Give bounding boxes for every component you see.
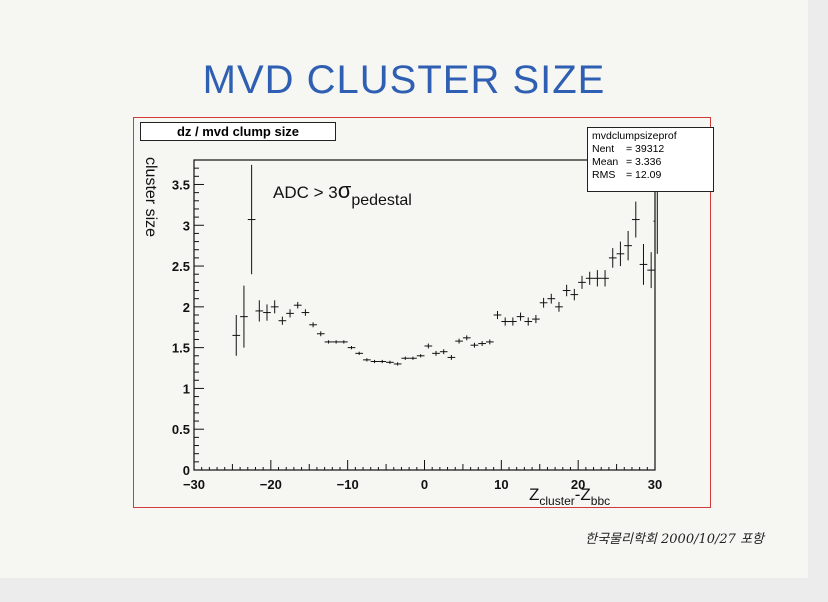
data-point [424,343,433,349]
stats-row-rms: RMS = 12.09 [592,169,709,182]
data-point [585,271,594,285]
data-point [639,244,648,285]
data-point [524,317,533,326]
y-tick-label: 1 [183,381,190,396]
footer-text: 한국물리학회 2000/10/27 포항 [585,532,764,547]
data-point [378,359,387,364]
data-point [455,338,463,344]
stats-value: = 12.09 [626,169,662,181]
x-axis-label-part: -Z [575,485,591,504]
y-tick-label: 3.5 [172,177,190,192]
x-axis-label: Zcluster-Zbbc [529,485,610,508]
data-point [570,288,579,301]
data-point [393,362,402,366]
data-point [532,315,540,324]
plot-frame [133,117,711,508]
data-point [240,285,248,348]
plot-area-frame [193,159,656,471]
x-tick-label: 0 [421,477,428,492]
histogram-title: dz / mvd clump size [140,122,336,141]
data-point [432,350,440,356]
data-point [301,309,310,316]
data-point [339,340,348,344]
data-point [516,312,525,321]
data-point [409,356,417,360]
slide-title: MVD CLUSTER SIZE [202,58,606,102]
stats-key: Nent [592,143,615,155]
data-point [485,339,494,345]
data-point [478,341,486,346]
y-tick-label: 1.5 [172,341,190,356]
y-tick-label: 2 [183,300,190,315]
data-point [401,356,410,360]
cut-annotation-part: pedestal [351,192,412,209]
data-point [631,201,640,238]
x-tick-label: −10 [337,477,359,492]
data-point [562,284,571,297]
data-point [278,316,287,325]
x-axis-label-part: bbc [591,494,610,508]
data-point [462,335,471,341]
stats-value: = 39312 [626,143,665,155]
data-point [347,346,356,350]
x-tick-label: 20 [571,477,585,492]
y-tick-label: 3 [183,218,190,233]
cut-annotation-part: ADC > 3 [273,183,338,202]
data-point [624,230,632,261]
data-point [386,360,394,364]
data-point [263,304,271,321]
y-axis-label: cluster size [142,157,159,237]
stats-name: mvdclumpsizeprof [592,130,677,142]
data-point [601,270,609,287]
data-point [539,297,548,308]
x-tick-label: −30 [183,477,205,492]
data-point [608,248,617,268]
data-point [416,354,425,358]
data-point [653,188,658,254]
data-point [309,322,317,328]
data-point [293,301,302,309]
data-point [647,252,655,289]
y-tick-label: 0 [183,463,190,478]
data-point [324,340,333,344]
data-point [247,164,256,275]
data-point [470,342,479,348]
x-axis-label-part: Z [529,485,539,504]
data-point [578,275,586,289]
stats-row-nent: Nent = 39312 [592,143,709,156]
data-point [547,293,556,304]
x-tick-label: 30 [648,477,662,492]
data-point [270,300,279,314]
stats-key: RMS [592,169,616,181]
data-point [439,349,448,355]
data-point [501,317,510,326]
cut-annotation-part: σ [338,178,352,203]
data-point [447,354,456,360]
stats-box: mvdclumpsizeprof Nent = 39312 Mean = 3.3… [587,127,714,192]
slide: MVD CLUSTER SIZE [202,58,606,102]
stats-key: Mean [592,156,619,168]
y-tick-label: 2.5 [172,259,190,274]
x-tick-label: −20 [260,477,282,492]
data-point [255,300,264,322]
data-point [370,359,379,364]
data-point [493,310,502,320]
data-point [332,340,340,344]
y-tick-label: 0.5 [172,422,190,437]
data-point [616,241,625,267]
x-tick-label: 10 [494,477,508,492]
cut-annotation: ADC > 3σpedestal [273,178,412,209]
stats-row-mean: Mean = 3.336 [592,156,709,169]
data-point [286,309,294,318]
x-axis-label-part: cluster [539,494,574,508]
stats-value: = 3.336 [626,156,662,168]
data-point [555,301,563,312]
data-point [316,331,325,337]
data-point [355,351,364,355]
data-point [363,358,371,362]
data-point [593,270,602,287]
data-point [232,315,241,356]
data-point [509,317,517,326]
